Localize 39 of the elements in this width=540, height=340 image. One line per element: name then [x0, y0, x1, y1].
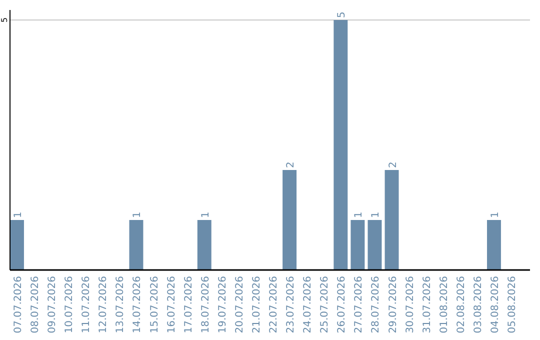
x-tick-label: 07.07.2026 [12, 276, 24, 334]
x-tick-label: 05.08.2026 [507, 276, 518, 334]
x-tick-label: 14.07.2026 [132, 276, 144, 334]
data-label: 1 [354, 212, 365, 218]
data-label: 5 [336, 12, 348, 18]
x-tick-label: 10.07.2026 [64, 276, 76, 334]
x-tick-label: 21.07.2026 [251, 276, 262, 334]
x-tick-label: 24.07.2026 [302, 276, 314, 334]
x-tick-label: 31.07.2026 [422, 276, 433, 334]
x-tick-label: 20.07.2026 [234, 276, 246, 334]
x-tick-label: 03.08.2026 [472, 276, 484, 334]
data-label: 2 [388, 162, 399, 168]
x-tick-label: 29.07.2026 [388, 276, 399, 334]
data-label: 1 [490, 212, 501, 218]
data-label: 1 [132, 212, 144, 218]
x-tick-label: 12.07.2026 [98, 276, 110, 334]
data-label: 2 [286, 162, 297, 168]
x-tick-label: 22.07.2026 [268, 276, 280, 334]
data-label: 1 [370, 212, 382, 218]
x-tick-label: 27.07.2026 [354, 276, 365, 334]
x-tick-label: 04.08.2026 [490, 276, 501, 334]
x-tick-label: 19.07.2026 [217, 276, 228, 334]
x-tick-label: 02.08.2026 [456, 276, 467, 334]
x-tick-label: 13.07.2026 [115, 276, 126, 334]
x-tick-label: 18.07.2026 [200, 276, 212, 334]
data-label: 1 [200, 212, 212, 218]
x-tick-label: 17.07.2026 [183, 276, 194, 334]
x-tick-label: 15.07.2026 [149, 276, 160, 334]
x-tick-label: 01.08.2026 [438, 276, 450, 334]
x-tick-label: 28.07.2026 [370, 276, 382, 334]
x-tick-label: 30.07.2026 [404, 276, 416, 334]
x-tick-label: 09.07.2026 [47, 276, 58, 334]
x-tick-label: 25.07.2026 [320, 276, 331, 334]
x-tick-label: 26.07.2026 [336, 276, 348, 334]
x-tick-label: 08.07.2026 [30, 276, 42, 334]
data-label: 1 [12, 212, 24, 218]
x-tick-label: 11.07.2026 [81, 276, 92, 334]
x-tick-label: 23.07.2026 [286, 276, 297, 334]
x-tick-label: 16.07.2026 [166, 276, 178, 334]
